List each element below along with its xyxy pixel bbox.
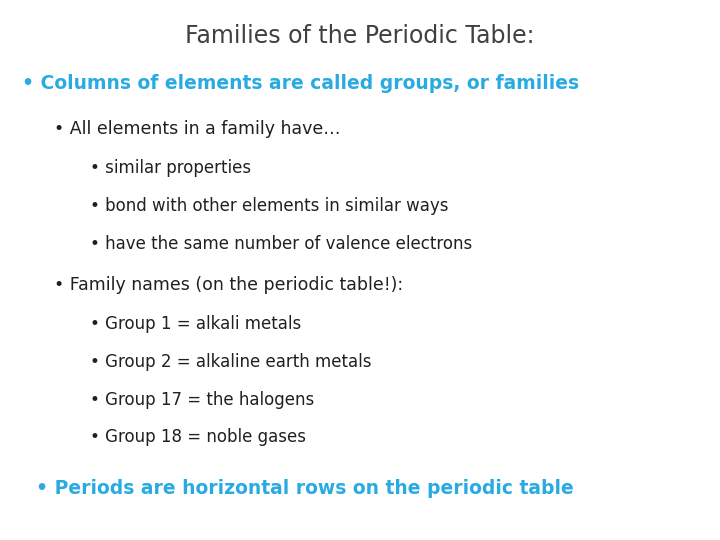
Text: • Group 18 = noble gases: • Group 18 = noble gases: [90, 428, 306, 447]
Text: • All elements in a family have…: • All elements in a family have…: [54, 119, 341, 138]
Text: • Periods are horizontal rows on the periodic table: • Periods are horizontal rows on the per…: [36, 479, 574, 498]
Text: • Group 1 = alkali metals: • Group 1 = alkali metals: [90, 315, 301, 333]
Text: • Group 2 = alkaline earth metals: • Group 2 = alkaline earth metals: [90, 353, 372, 371]
Text: • bond with other elements in similar ways: • bond with other elements in similar wa…: [90, 197, 449, 215]
Text: • Family names (on the periodic table!):: • Family names (on the periodic table!):: [54, 276, 403, 294]
Text: • Columns of elements are called groups, or families: • Columns of elements are called groups,…: [22, 74, 579, 93]
Text: • Group 17 = the halogens: • Group 17 = the halogens: [90, 390, 314, 409]
Text: • have the same number of valence electrons: • have the same number of valence electr…: [90, 235, 472, 253]
Text: Families of the Periodic Table:: Families of the Periodic Table:: [185, 24, 535, 48]
Text: • similar properties: • similar properties: [90, 159, 251, 178]
